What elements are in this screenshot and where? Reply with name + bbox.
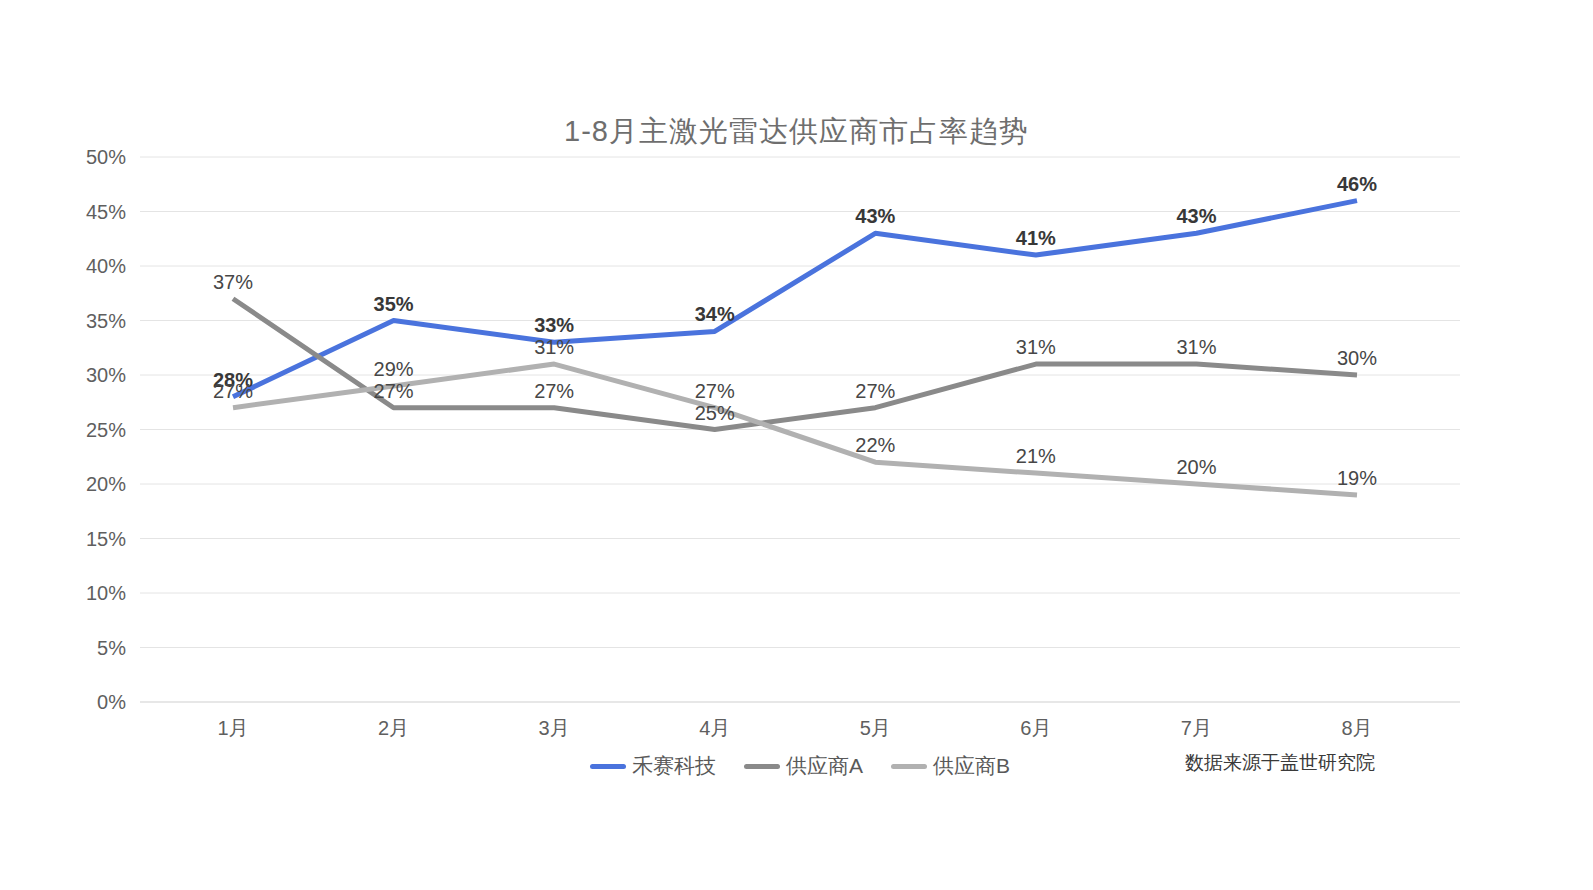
x-axis-tick-7: 7月: [1181, 717, 1212, 739]
legend-label-hesai: 禾赛科技: [632, 752, 716, 780]
data-label-series1-pt1: 37%: [213, 271, 253, 293]
data-label-series0-pt7: 43%: [1176, 205, 1216, 227]
data-label-series2-pt1: 27%: [213, 380, 253, 402]
data-label-series1-pt4: 25%: [695, 402, 735, 424]
data-label-series0-pt2: 35%: [374, 293, 414, 315]
data-label-series2-pt4: 27%: [695, 380, 735, 402]
legend-label-supplier-b: 供应商B: [933, 752, 1010, 780]
data-label-series2-pt6: 21%: [1016, 445, 1056, 467]
x-axis-tick-2: 2月: [378, 717, 409, 739]
x-axis-tick-1: 1月: [217, 717, 248, 739]
data-label-series2-pt7: 20%: [1176, 456, 1216, 478]
x-axis-tick-8: 8月: [1341, 717, 1372, 739]
y-axis-tick-0%: 0%: [97, 691, 126, 713]
data-source-note: 数据来源于盖世研究院: [1185, 750, 1375, 776]
legend-line-swatch-supplier-a-icon: [744, 764, 780, 769]
data-label-series0-pt6: 41%: [1016, 227, 1056, 249]
legend-item-hesai: 禾赛科技: [590, 752, 716, 780]
data-label-series0-pt3: 33%: [534, 314, 574, 336]
y-axis-tick-40%: 40%: [86, 255, 126, 277]
data-label-series2-pt3: 31%: [534, 336, 574, 358]
data-label-series0-pt4: 34%: [695, 303, 735, 325]
data-label-series2-pt8: 19%: [1337, 467, 1377, 489]
data-label-series1-pt3: 27%: [534, 380, 574, 402]
data-label-series1-pt6: 31%: [1016, 336, 1056, 358]
legend-line-swatch-supplier-b-icon: [891, 764, 927, 769]
legend-label-supplier-a: 供应商A: [786, 752, 863, 780]
y-axis-tick-50%: 50%: [86, 146, 126, 168]
x-axis-tick-3: 3月: [539, 717, 570, 739]
x-axis-tick-4: 4月: [699, 717, 730, 739]
y-axis-tick-15%: 15%: [86, 528, 126, 550]
data-label-series2-pt5: 22%: [855, 434, 895, 456]
data-label-series0-pt8: 46%: [1337, 173, 1377, 195]
legend-item-supplier-b: 供应商B: [891, 752, 1010, 780]
legend-line-swatch-hesai-icon: [590, 764, 626, 769]
data-label-series1-pt8: 30%: [1337, 347, 1377, 369]
data-label-series1-pt2: 27%: [374, 380, 414, 402]
y-axis-tick-5%: 5%: [97, 637, 126, 659]
y-axis-tick-30%: 30%: [86, 364, 126, 386]
y-axis-tick-10%: 10%: [86, 582, 126, 604]
legend-item-supplier-a: 供应商A: [744, 752, 863, 780]
data-label-series0-pt5: 43%: [855, 205, 895, 227]
data-label-series1-pt5: 27%: [855, 380, 895, 402]
data-label-series2-pt2: 29%: [374, 358, 414, 380]
y-axis-tick-20%: 20%: [86, 473, 126, 495]
x-axis-tick-6: 6月: [1020, 717, 1051, 739]
data-label-series1-pt7: 31%: [1176, 336, 1216, 358]
y-axis-tick-35%: 35%: [86, 310, 126, 332]
y-axis-tick-25%: 25%: [86, 419, 126, 441]
chart-page: 1-8月主激光雷达供应商市占率趋势 0%5%10%15%20%25%30%35%…: [0, 0, 1593, 890]
y-axis-tick-45%: 45%: [86, 201, 126, 223]
x-axis-tick-5: 5月: [860, 717, 891, 739]
